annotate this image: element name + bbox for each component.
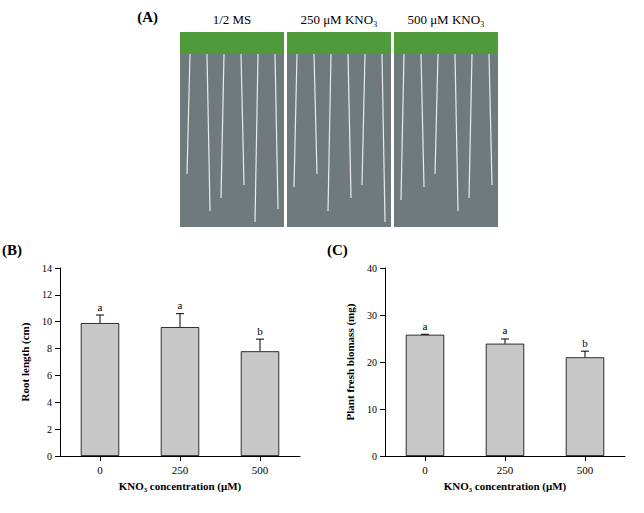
svg-text:500: 500 — [577, 464, 594, 476]
svg-text:40: 40 — [367, 263, 377, 274]
svg-text:250: 250 — [497, 464, 514, 476]
svg-text:250 μM KNO₃: 250 μM KNO₃ — [300, 12, 377, 27]
svg-text:0: 0 — [422, 464, 428, 476]
svg-text:1/2 MS: 1/2 MS — [213, 12, 252, 27]
svg-text:500: 500 — [252, 464, 269, 476]
svg-text:a: a — [98, 301, 103, 313]
svg-text:KNO₃ concentration (μM): KNO₃ concentration (μM) — [119, 480, 242, 493]
svg-text:(C): (C) — [327, 242, 348, 259]
svg-text:14: 14 — [42, 263, 52, 274]
svg-text:10: 10 — [42, 316, 52, 327]
svg-text:KNO₃ concentration (μM): KNO₃ concentration (μM) — [444, 480, 567, 493]
svg-text:0: 0 — [97, 464, 103, 476]
svg-text:10: 10 — [367, 404, 377, 415]
svg-text:6: 6 — [47, 370, 52, 381]
svg-text:a: a — [423, 320, 428, 332]
svg-text:30: 30 — [367, 310, 377, 321]
svg-text:250: 250 — [172, 464, 189, 476]
svg-text:(A): (A) — [137, 9, 158, 26]
svg-text:Root length (cm): Root length (cm) — [19, 322, 32, 401]
svg-text:Plant fresh biomass (mg): Plant fresh biomass (mg) — [344, 303, 357, 420]
svg-text:2: 2 — [47, 424, 52, 435]
svg-text:4: 4 — [47, 397, 52, 408]
svg-text:b: b — [257, 325, 263, 337]
svg-text:a: a — [503, 324, 508, 336]
svg-text:0: 0 — [47, 451, 52, 462]
svg-text:a: a — [178, 299, 183, 311]
svg-text:(B): (B) — [2, 242, 22, 259]
svg-text:500 μM KNO₃: 500 μM KNO₃ — [407, 12, 484, 27]
svg-text:20: 20 — [367, 357, 377, 368]
svg-text:0: 0 — [372, 451, 377, 462]
svg-text:b: b — [582, 337, 588, 349]
svg-text:8: 8 — [47, 343, 52, 354]
svg-text:12: 12 — [42, 289, 52, 300]
